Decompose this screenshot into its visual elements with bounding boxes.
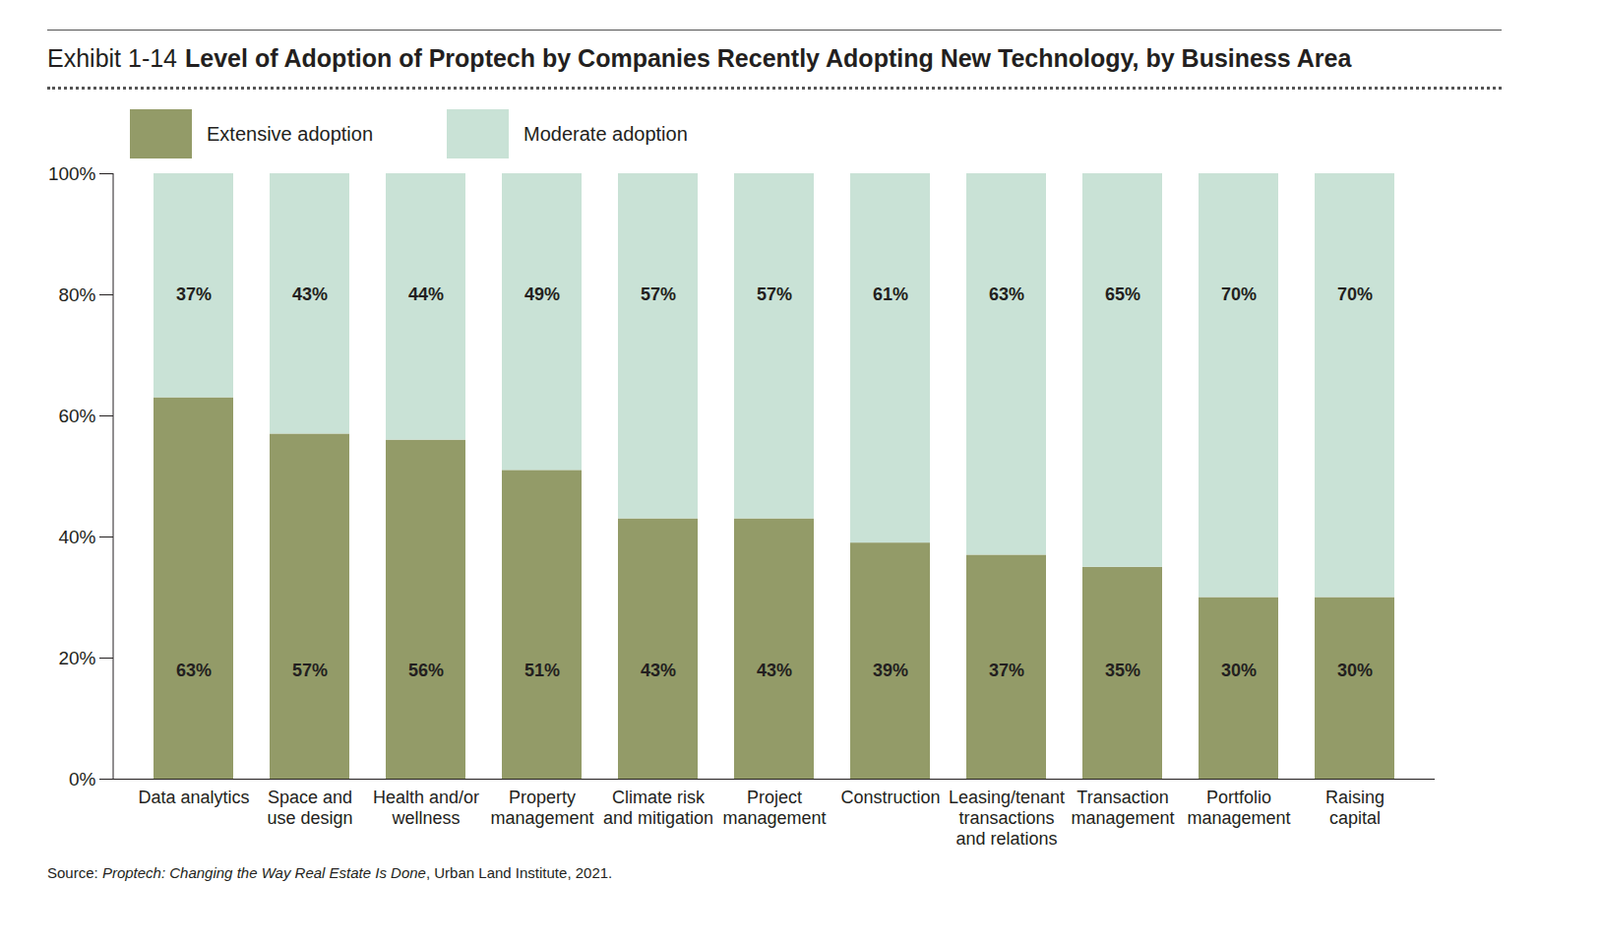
- svg-text:49%: 49%: [524, 284, 560, 305]
- svg-text:63%: 63%: [176, 660, 212, 680]
- svg-text:Portfoliomanagement: Portfoliomanagement: [1186, 787, 1291, 828]
- svg-text:20%: 20%: [58, 647, 96, 669]
- svg-text:70%: 70%: [1337, 284, 1373, 305]
- svg-text:57%: 57%: [756, 284, 793, 305]
- svg-text:0%: 0%: [68, 768, 97, 790]
- html-text:Extensive adoption: Extensive adoption: [206, 122, 373, 145]
- svg-text:43%: 43%: [292, 284, 328, 305]
- svg-text:57%: 57%: [640, 284, 677, 305]
- svg-text:35%: 35%: [1105, 660, 1141, 680]
- svg-text:Health and/orwellness: Health and/orwellness: [372, 787, 480, 828]
- svg-text:65%: 65%: [1105, 284, 1141, 305]
- svg-text:30%: 30%: [1337, 660, 1373, 680]
- svg-text:61%: 61%: [872, 284, 909, 305]
- svg-text:Raisingcapital: Raisingcapital: [1325, 787, 1385, 828]
- svg-text:Propertymanagement: Propertymanagement: [490, 787, 594, 828]
- svg-text:Data analytics: Data analytics: [137, 787, 249, 807]
- svg-text:43%: 43%: [640, 660, 677, 680]
- html-text:Moderate adoption: Moderate adoption: [523, 122, 688, 145]
- html-text:Exhibit 1-14 Level of Adoption: Exhibit 1-14 Level of Adoption of Propte…: [47, 44, 1352, 72]
- svg-text:80%: 80%: [58, 284, 96, 306]
- svg-text:Construction: Construction: [840, 787, 940, 807]
- svg-text:37%: 37%: [988, 660, 1025, 680]
- svg-text:40%: 40%: [58, 526, 96, 548]
- svg-text:30%: 30%: [1221, 660, 1257, 680]
- svg-text:60%: 60%: [58, 405, 96, 427]
- svg-text:63%: 63%: [988, 284, 1025, 305]
- svg-text:57%: 57%: [292, 660, 328, 680]
- html-text:Source: Proptech: Changing the: Source: Proptech: Changing the Way Real …: [47, 863, 613, 881]
- svg-text:43%: 43%: [756, 660, 793, 680]
- svg-text:51%: 51%: [524, 660, 560, 680]
- svg-text:70%: 70%: [1221, 284, 1257, 305]
- svg-text:Space anduse design: Space anduse design: [266, 787, 353, 828]
- svg-text:37%: 37%: [176, 284, 212, 305]
- svg-text:Climate riskand mitigation: Climate riskand mitigation: [603, 787, 714, 828]
- svg-text:100%: 100%: [48, 163, 97, 185]
- svg-text:44%: 44%: [408, 284, 444, 305]
- svg-text:Transactionmanagement: Transactionmanagement: [1070, 787, 1174, 828]
- svg-text:39%: 39%: [872, 660, 909, 680]
- svg-text:Projectmanagement: Projectmanagement: [722, 787, 826, 828]
- svg-text:56%: 56%: [408, 660, 444, 680]
- svg-text:Leasing/tenanttransactionsand: Leasing/tenanttransactionsand relations: [948, 787, 1065, 848]
